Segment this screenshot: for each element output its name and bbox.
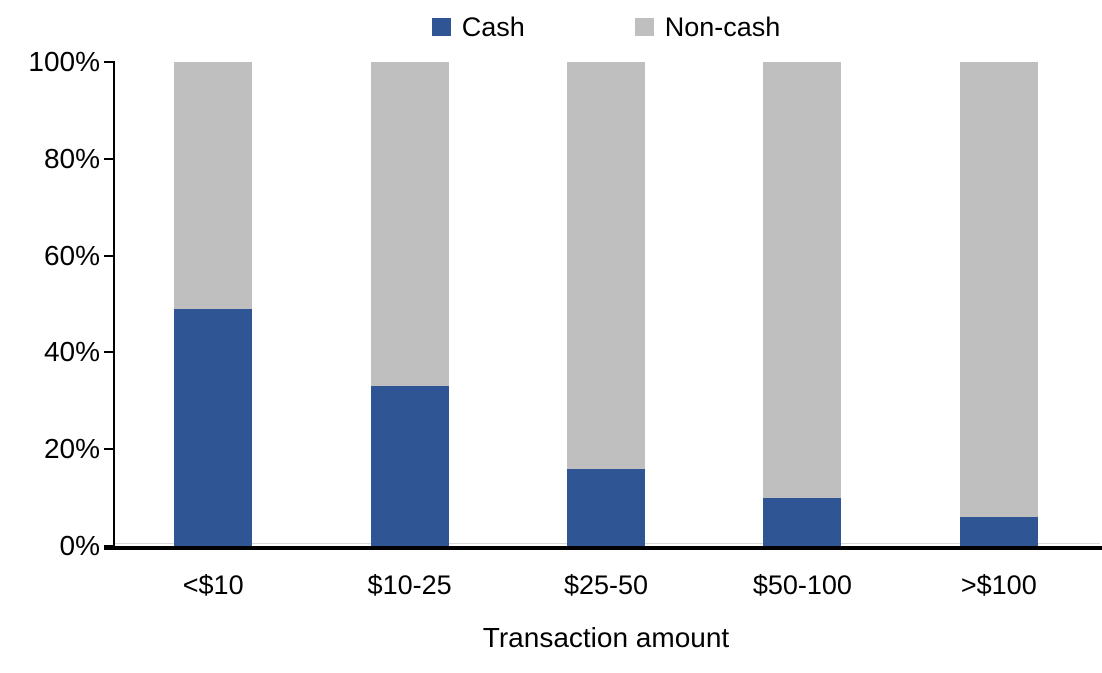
bar-segment-cash	[174, 308, 252, 546]
chart-legend: Cash Non-cash	[115, 8, 1097, 46]
plot-area	[115, 62, 1097, 546]
y-tick-mark	[104, 61, 113, 63]
bar-segment-non-cash	[763, 62, 841, 498]
bar-segment-non-cash	[567, 62, 645, 469]
y-tick-label: 40%	[43, 336, 100, 368]
y-tick-mark	[104, 448, 113, 451]
y-tick-mark	[104, 157, 113, 160]
legend-swatch-non-cash-icon	[634, 18, 654, 36]
x-axis-title: Transaction amount	[482, 622, 730, 653]
y-tick-label: 60%	[43, 239, 100, 271]
bar-segment-cash	[371, 386, 449, 546]
x-category-label: >$100	[960, 570, 1037, 600]
y-tick-mark	[104, 254, 113, 257]
legend-swatch-cash-icon	[431, 18, 451, 36]
y-tick-label: 80%	[43, 142, 100, 174]
x-category-label: <$10	[182, 570, 244, 600]
x-axis-line	[104, 546, 1102, 550]
y-tick-mark	[104, 545, 113, 547]
y-tick-mark	[104, 351, 113, 354]
bar-segment-non-cash	[174, 62, 252, 309]
bar-segment-non-cash	[371, 62, 449, 387]
y-tick-label: 0%	[59, 530, 100, 561]
y-axis-line	[113, 61, 115, 547]
bar-segment-cash	[960, 516, 1038, 546]
y-tick-label: 100%	[28, 46, 100, 77]
x-category-label: $10-25	[367, 570, 452, 600]
x-category-label: $25-50	[563, 570, 649, 600]
bar-segment-cash	[567, 468, 645, 546]
legend-label-non-cash: Non-cash	[664, 11, 781, 42]
bar-segment-non-cash	[960, 62, 1038, 517]
legend-item-cash: Cash	[431, 11, 525, 42]
x-category-label: $50-100	[752, 570, 852, 600]
y-tick-label: 20%	[43, 433, 100, 465]
bar-segment-cash	[763, 497, 841, 546]
legend-item-non-cash: Non-cash	[634, 11, 781, 42]
legend-label-cash: Cash	[461, 11, 525, 42]
